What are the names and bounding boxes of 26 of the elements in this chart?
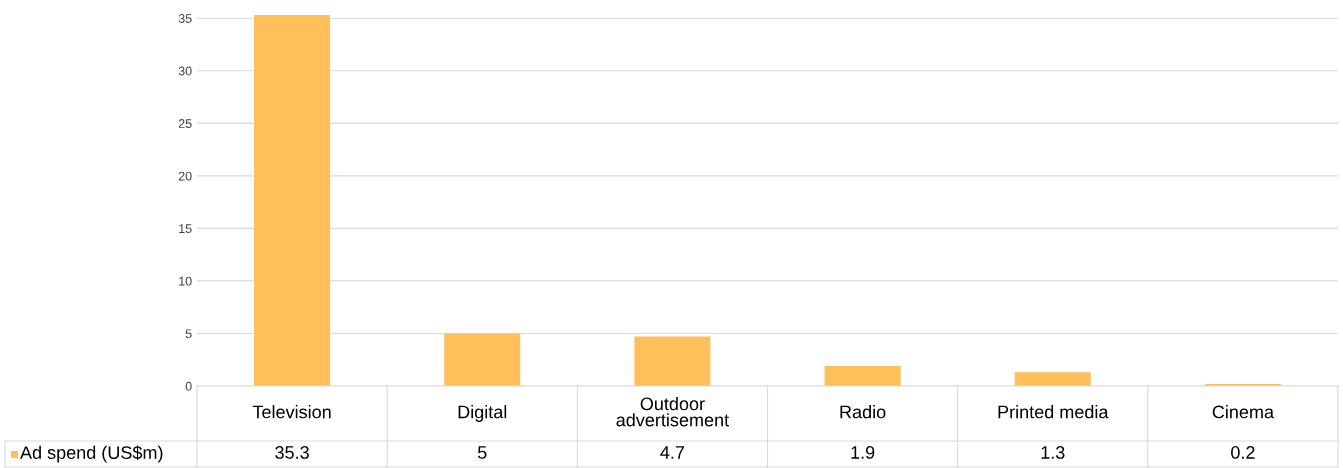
y-tick-label: 10: [179, 276, 192, 286]
data-label: 4.7: [660, 446, 685, 459]
bar: [1014, 372, 1091, 386]
y-tick-label: 30: [178, 66, 192, 76]
bar: [444, 333, 521, 386]
y-tick-label: 25: [178, 119, 192, 128]
y-tick-label: 15: [179, 224, 192, 234]
y-tick-label: 20: [178, 171, 192, 181]
x-tick-label: Television: [252, 405, 331, 419]
y-tick-label: 35: [178, 14, 192, 23]
data-label: 0.2: [1231, 446, 1255, 459]
y-tick-label: 5: [185, 329, 192, 339]
data-label: 1.3: [1041, 446, 1065, 459]
x-tick-label: Digital: [458, 405, 507, 422]
bar: [254, 15, 331, 386]
data-label: 35.3: [275, 446, 309, 459]
bar: [634, 336, 711, 386]
legend-label: Ad spend (US$m): [20, 445, 163, 463]
x-tick-label: Printed media: [998, 405, 1109, 419]
data-label: 5: [477, 446, 487, 459]
data-label: 1.9: [851, 446, 875, 459]
y-tick-label: 0: [185, 381, 192, 391]
x-tick-label: Radio: [840, 405, 886, 419]
x-tick-label: Cinema: [1212, 405, 1275, 419]
bar: [824, 366, 901, 386]
x-tick-label: Outdoor advertisement: [616, 397, 729, 427]
